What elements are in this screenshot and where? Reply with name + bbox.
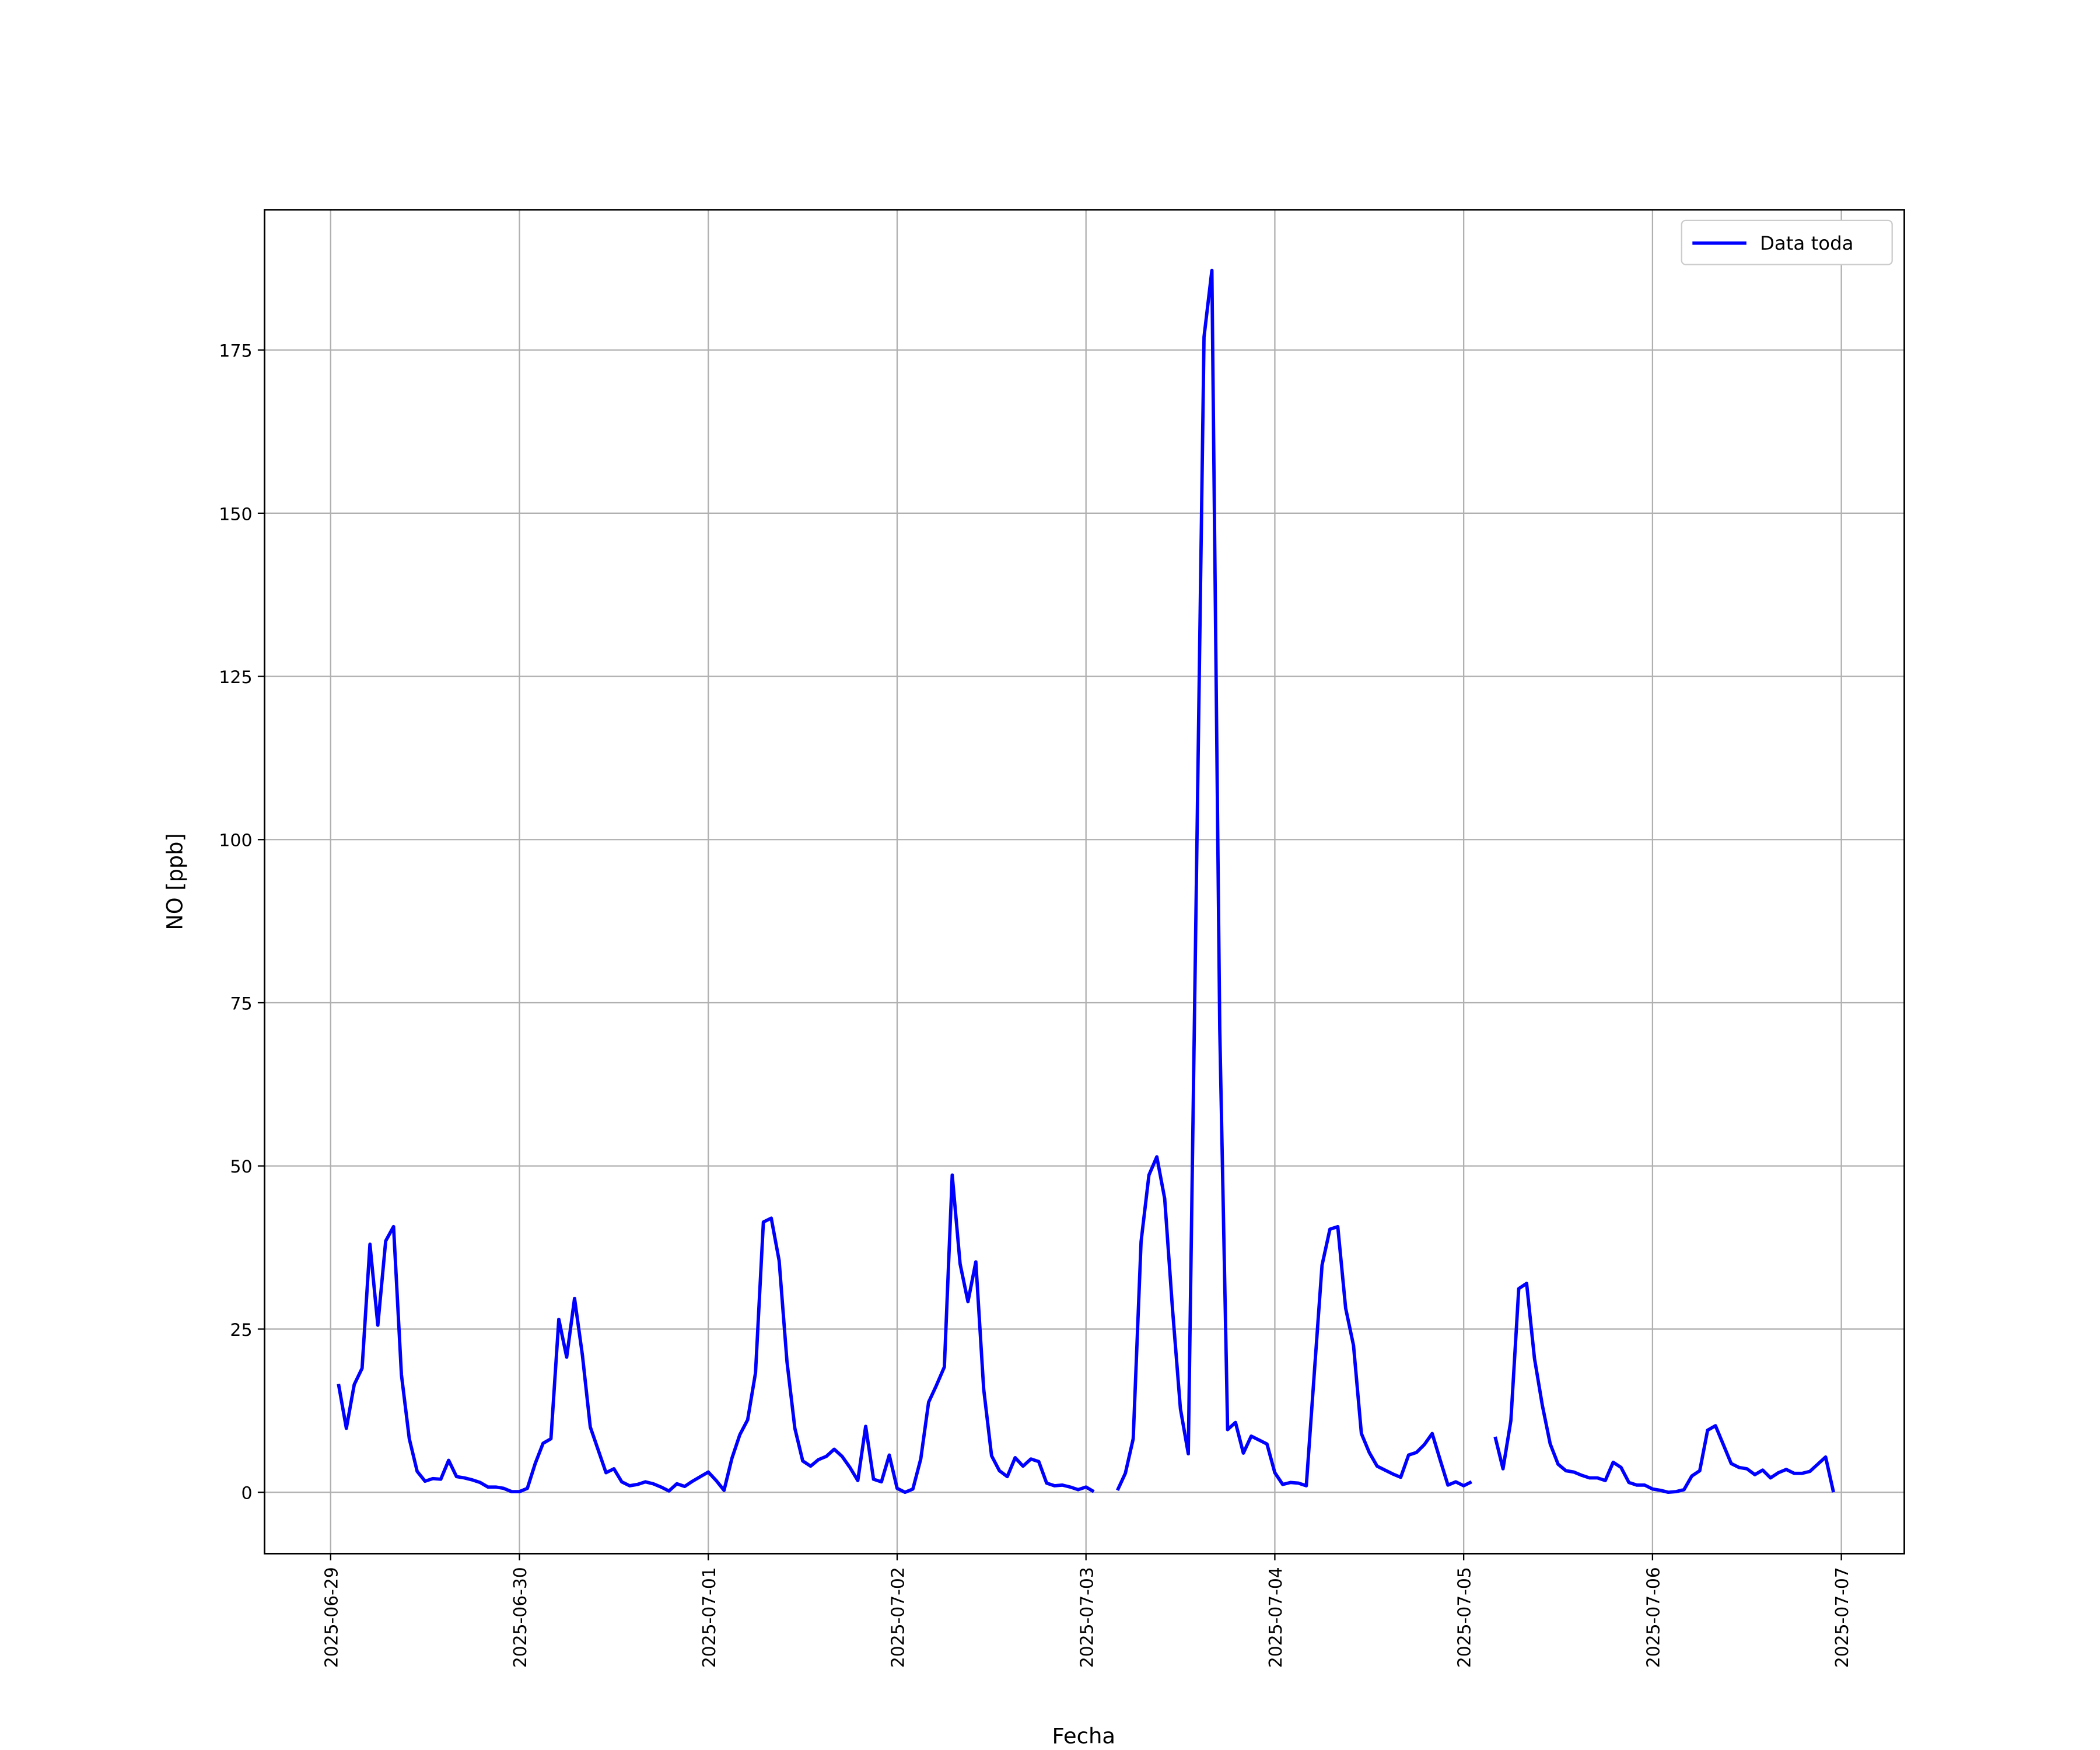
- x-tick-label: 2025-06-30: [510, 1567, 531, 1668]
- x-tick-label: 2025-07-04: [1266, 1567, 1286, 1668]
- x-tick-label: 2025-07-05: [1455, 1567, 1475, 1668]
- y-tick-label: 75: [230, 994, 252, 1014]
- y-tick-label: 50: [230, 1157, 252, 1177]
- legend-label: Data toda: [1760, 232, 1854, 254]
- x-tick-label: 2025-07-07: [1832, 1567, 1853, 1668]
- y-tick-label: 125: [219, 667, 252, 688]
- y-axis-label: NO [ppb]: [162, 833, 187, 930]
- plot-frame: [264, 209, 1905, 1555]
- x-tick-label: 2025-07-01: [699, 1567, 720, 1668]
- y-tick-label: 0: [242, 1483, 253, 1504]
- data-line: [337, 268, 1835, 1494]
- x-axis-label: Fecha: [1052, 1724, 1116, 1749]
- y-tick-label: 175: [219, 341, 252, 362]
- y-tick-label: 150: [219, 504, 252, 524]
- x-tick-label: 2025-07-06: [1643, 1567, 1664, 1668]
- x-tick-label: 2025-07-02: [888, 1567, 908, 1668]
- y-tick-label: 100: [219, 831, 252, 851]
- x-tick-label: 2025-06-29: [321, 1567, 342, 1668]
- legend: Data toda: [1681, 219, 1893, 265]
- legend-box: [1681, 219, 1893, 265]
- y-tick-label: 25: [230, 1320, 252, 1340]
- x-tick-label: 2025-07-03: [1077, 1567, 1097, 1668]
